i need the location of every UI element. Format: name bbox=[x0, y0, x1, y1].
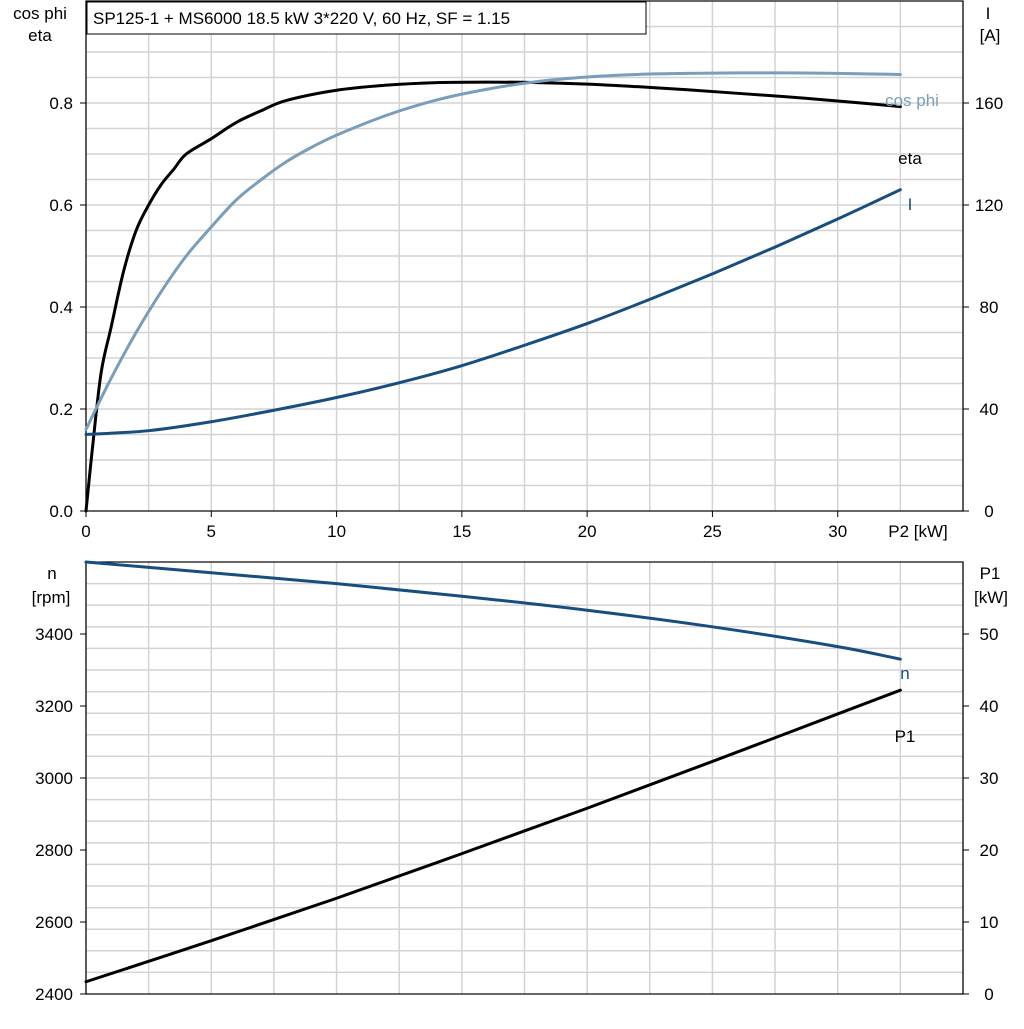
series-lines bbox=[84, 560, 902, 984]
left-tick-labels: 2400 2600 2800 3000 3200 3400 bbox=[35, 625, 86, 1004]
x-tick-label: 25 bbox=[703, 522, 722, 541]
right-tick-label: 160 bbox=[975, 94, 1003, 113]
x-axis-label: P2 [kW] bbox=[888, 522, 948, 541]
left-axis-label-line1: n bbox=[47, 564, 56, 583]
left-tick-label: 0.4 bbox=[49, 298, 73, 317]
series-line-i bbox=[84, 188, 902, 436]
series-line-n bbox=[84, 560, 902, 661]
right-tick-label: 10 bbox=[980, 913, 999, 932]
right-tick-labels: 0 40 80 120 160 bbox=[963, 94, 1003, 521]
right-tick-label: 40 bbox=[980, 400, 999, 419]
speed-power-panel: 2400 2600 2800 3000 3200 3400 0 10 20 30 40 50 n P1… bbox=[32, 560, 1008, 1004]
right-tick-label: 40 bbox=[980, 697, 999, 716]
right-tick-label: 0 bbox=[984, 502, 993, 521]
x-tick-label: 10 bbox=[327, 522, 346, 541]
x-tick-label: 20 bbox=[578, 522, 597, 541]
right-tick-label: 20 bbox=[980, 841, 999, 860]
left-tick-label: 0.2 bbox=[49, 400, 73, 419]
series-line-eta bbox=[84, 80, 902, 513]
series-line-cos-phi bbox=[84, 71, 902, 431]
plot-frame bbox=[85, 0, 964, 512]
grid-lines bbox=[85, 1, 964, 511]
x-tick-label: 30 bbox=[828, 522, 847, 541]
right-axis-label-line1: I bbox=[986, 4, 991, 23]
series-line-p1 bbox=[84, 688, 902, 984]
left-tick-label: 2600 bbox=[35, 913, 73, 932]
right-tick-label: 80 bbox=[980, 298, 999, 317]
right-tick-label: 120 bbox=[975, 196, 1003, 215]
x-tick-label: 15 bbox=[452, 522, 471, 541]
right-axis-label-line2: [A] bbox=[980, 26, 1001, 45]
left-tick-labels: 0.0 0.2 0.4 0.6 0.8 bbox=[49, 94, 86, 521]
left-tick-label: 0.8 bbox=[49, 94, 73, 113]
left-tick-label: 2800 bbox=[35, 841, 73, 860]
right-tick-label: 30 bbox=[980, 769, 999, 788]
series-label-eta: eta bbox=[898, 149, 922, 168]
left-tick-label: 0.0 bbox=[49, 502, 73, 521]
series-label-cos-phi: cos phi bbox=[885, 91, 939, 110]
left-tick-label: 3200 bbox=[35, 697, 73, 716]
series-label-p1: P1 bbox=[895, 727, 916, 746]
efficiency-current-panel: 0 5 10 15 20 25 30 0.0 0.2 0.4 0.6 0.8 0 40 80 120 160… bbox=[13, 0, 1003, 541]
left-axis-label-line2: eta bbox=[28, 26, 52, 45]
chart-title: SP125-1 + MS6000 18.5 kW 3*220 V, 60 Hz,… bbox=[93, 9, 510, 28]
title-box bbox=[86, 1, 647, 35]
series-lines bbox=[84, 71, 902, 513]
right-tick-label: 50 bbox=[980, 625, 999, 644]
series-label-i: I bbox=[908, 195, 913, 214]
left-tick-label: 2400 bbox=[35, 985, 73, 1004]
series-labels: eta cos phi I bbox=[885, 91, 939, 214]
left-tick-label: 3400 bbox=[35, 625, 73, 644]
right-axis-label-line2: [kW] bbox=[974, 588, 1008, 607]
right-tick-label: 0 bbox=[984, 985, 993, 1004]
x-tick-labels: 0 5 10 15 20 25 30 bbox=[81, 511, 847, 541]
left-axis-label-line2: [rpm] bbox=[32, 588, 71, 607]
series-labels: n P1 bbox=[895, 664, 916, 746]
x-tick-label: 0 bbox=[81, 522, 90, 541]
left-tick-label: 0.6 bbox=[49, 196, 73, 215]
grid-lines bbox=[85, 562, 964, 994]
left-axis-label-line1: cos phi bbox=[13, 4, 67, 23]
right-tick-labels: 0 10 20 30 40 50 bbox=[963, 625, 998, 1004]
series-label-n: n bbox=[900, 664, 909, 683]
x-tick-label: 5 bbox=[207, 522, 216, 541]
left-tick-label: 3000 bbox=[35, 769, 73, 788]
right-axis-label-line1: P1 bbox=[980, 564, 1001, 583]
